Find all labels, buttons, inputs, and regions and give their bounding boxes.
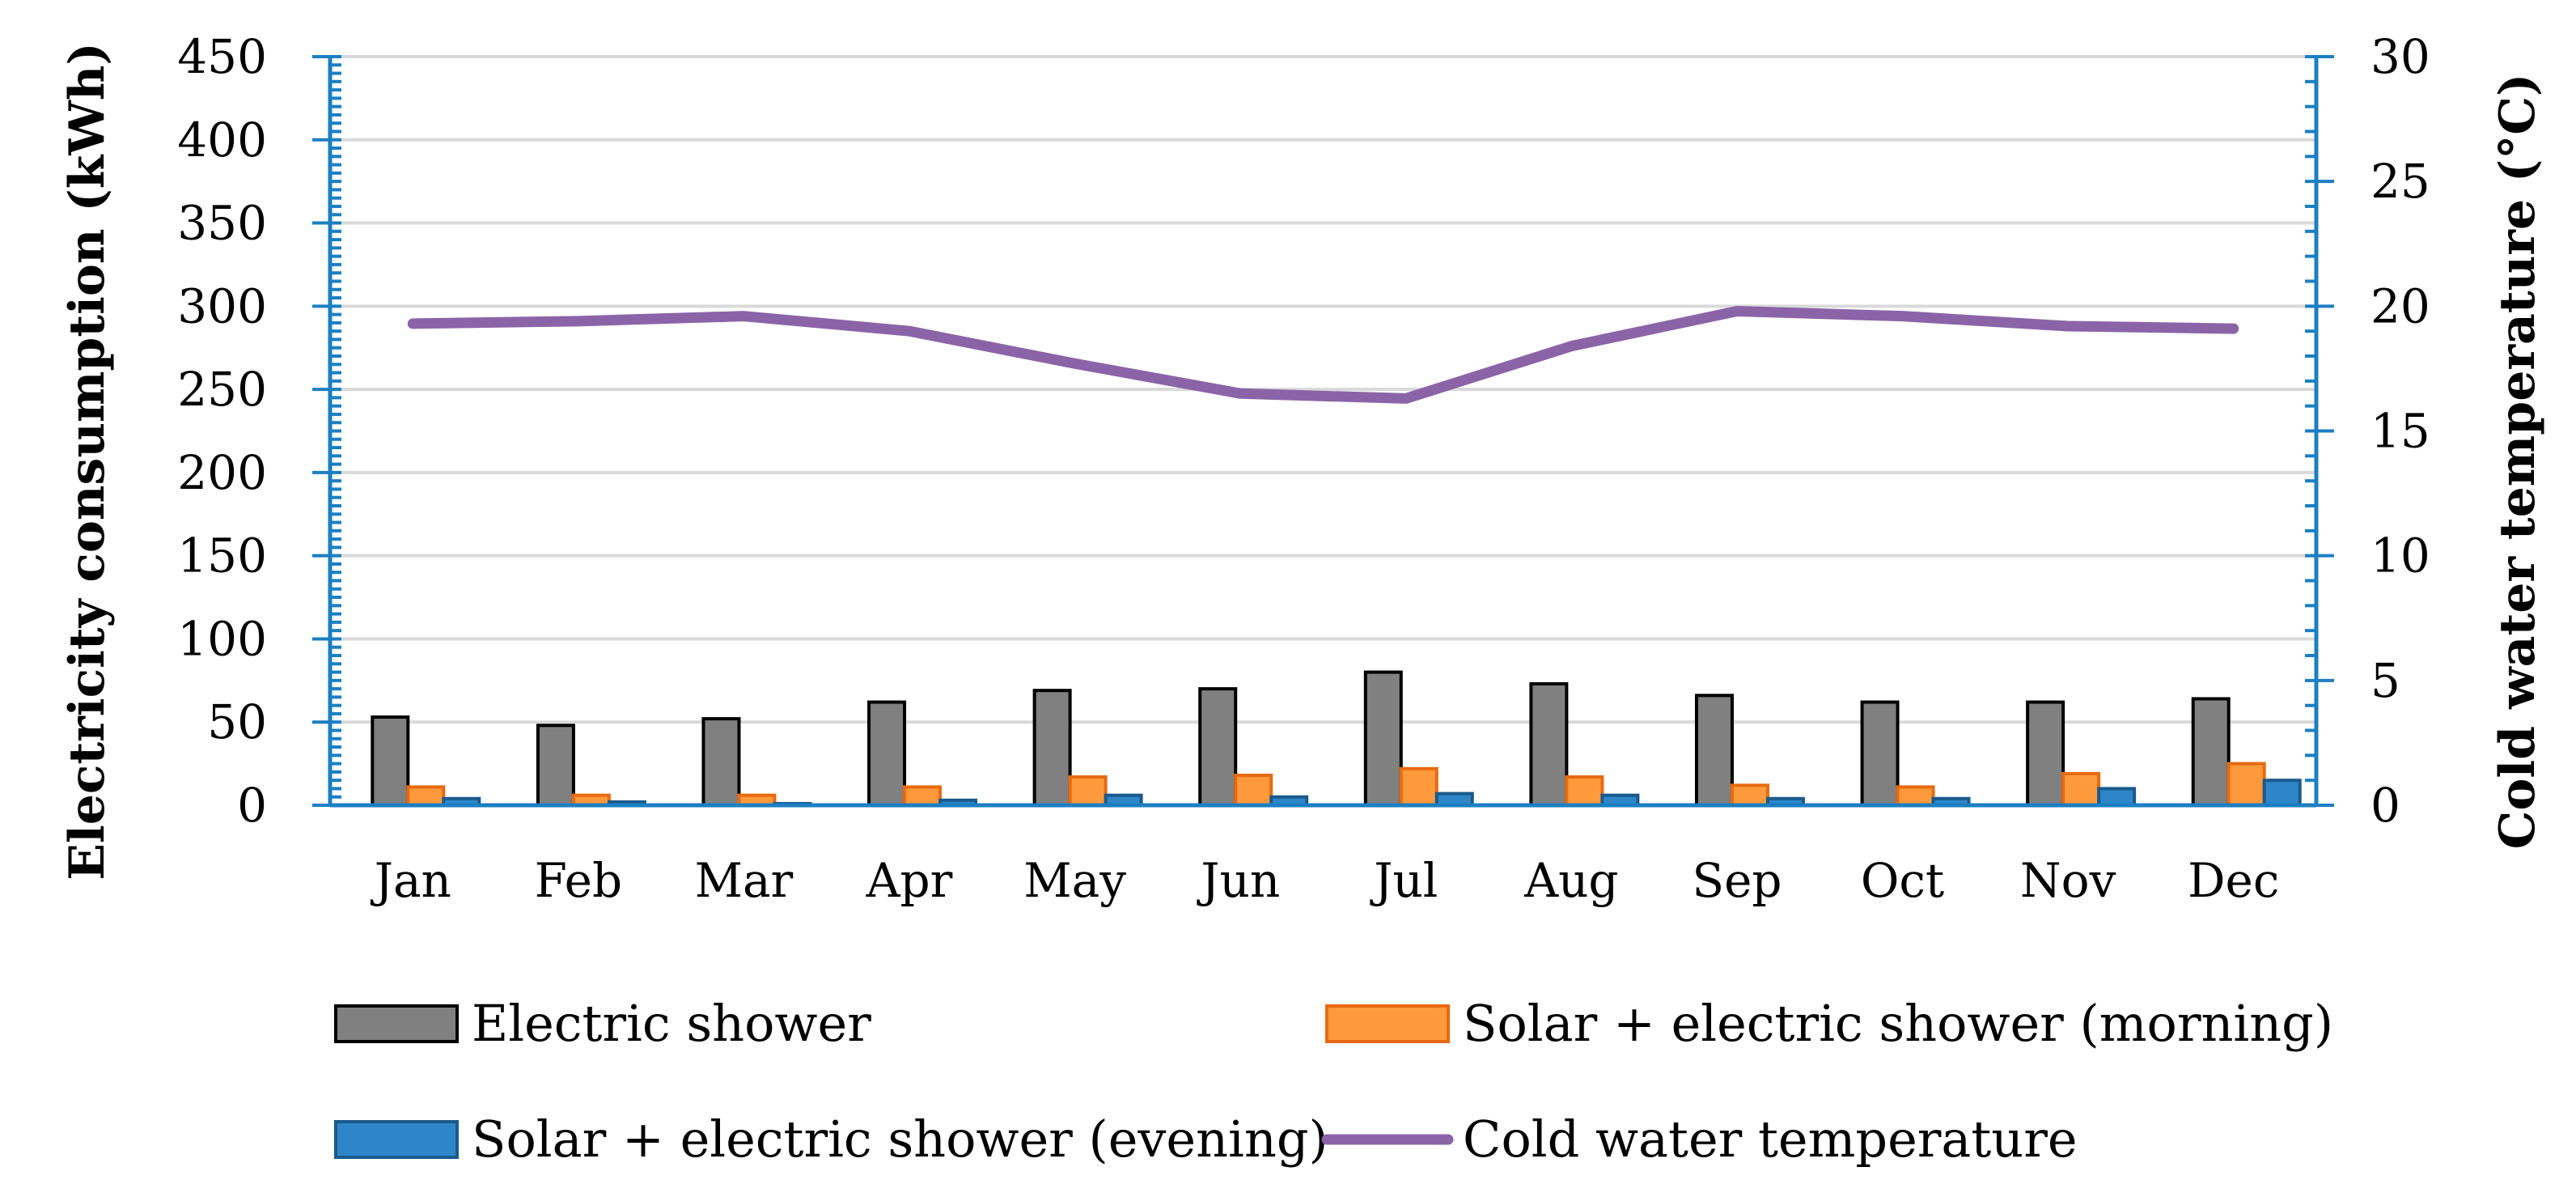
bar-electric-shower-dec xyxy=(2191,697,2231,808)
legend-label: Electric shower xyxy=(472,994,871,1053)
legend-label: Cold water temperature xyxy=(1463,1110,2078,1169)
x-tick-labels: Jan Feb Mar Apr May Jun Jul Aug Sep Oct Nov Dec xyxy=(371,853,2280,908)
bar-solar-electric-shower-morning-apr xyxy=(903,785,943,808)
bar-solar-electric-shower-morning-may xyxy=(1068,775,1108,807)
y2-axis-title: Cold water temperature (°C) xyxy=(2489,74,2546,850)
legend-swatch-1 xyxy=(1325,1004,1450,1043)
bar-solar-electric-shower-morning-dec xyxy=(2226,762,2266,807)
legend-swatch-2 xyxy=(334,1120,459,1159)
bar-electric-shower-nov xyxy=(2026,700,2065,807)
bar-electric-shower-jul xyxy=(1363,670,1403,807)
bars xyxy=(371,670,2302,808)
x-tick-label: Feb xyxy=(535,853,623,908)
x-tick-label: Sep xyxy=(1692,853,1782,908)
bar-electric-shower-aug xyxy=(1529,681,1569,808)
bar-solar-electric-shower-morning-nov xyxy=(2061,771,2101,808)
bar-solar-electric-shower-evening-dec xyxy=(2262,779,2302,808)
y-tick-label: 150 xyxy=(177,528,267,584)
y-tick-labels: 0 50 100 150 200 250 300 350 400 450 xyxy=(177,29,267,833)
y-tick-label: 100 xyxy=(177,611,267,666)
gridlines xyxy=(330,55,2316,724)
bar-electric-shower-jun xyxy=(1198,687,1238,807)
legend: Electric shower Solar + electric shower (… xyxy=(334,994,2333,1169)
y-tick-label: 50 xyxy=(207,694,267,749)
legend-label: Solar + electric shower (evening) xyxy=(472,1110,1328,1169)
y2-tick-label: 15 xyxy=(2371,404,2430,459)
y2-tick-label: 25 xyxy=(2371,154,2430,209)
bar-electric-shower-may xyxy=(1032,689,1072,808)
y-tick-label: 250 xyxy=(177,362,267,417)
x-tick-label: May xyxy=(1023,853,1126,908)
legend-swatch-0 xyxy=(334,1004,459,1043)
x-tick-label: Apr xyxy=(866,853,953,908)
x-tick-label: Dec xyxy=(2188,853,2279,908)
y-tick-label: 0 xyxy=(237,778,267,833)
y2-tick-label: 0 xyxy=(2371,778,2400,833)
y-tick-label: 200 xyxy=(177,445,267,500)
y2-tick-label: 10 xyxy=(2371,528,2430,584)
y-tick-label: 350 xyxy=(177,196,267,251)
bar-electric-shower-feb xyxy=(536,724,575,807)
bar-electric-shower-sep xyxy=(1694,694,1734,807)
bar-electric-shower-mar xyxy=(701,717,741,807)
x-tick-label: Oct xyxy=(1861,853,1944,908)
temperature-line-group xyxy=(407,306,2239,404)
y-tick-label: 400 xyxy=(177,112,267,168)
bar-solar-electric-shower-morning-aug xyxy=(1565,775,1604,807)
x-tick-label: Jan xyxy=(371,853,451,908)
bar-solar-electric-shower-morning-jul xyxy=(1399,766,1438,807)
x-tick-label: Jun xyxy=(1197,853,1280,908)
y2-tick-label: 20 xyxy=(2371,278,2430,333)
y2-tick-label: 30 xyxy=(2371,29,2430,84)
y2-tick-labels: 0 5 10 15 20 25 30 xyxy=(2371,29,2430,833)
x-tick-label: Jul xyxy=(1370,853,1438,908)
bar-electric-shower-apr xyxy=(867,700,907,807)
x-tick-label: Aug xyxy=(1523,853,1618,908)
x-tick-label: Mar xyxy=(695,853,794,908)
y-tick-label: 450 xyxy=(177,29,267,84)
bar-solar-electric-shower-evening-nov xyxy=(2097,787,2137,808)
bar-electric-shower-oct xyxy=(1860,700,1900,807)
bar-solar-electric-shower-morning-jan xyxy=(406,785,446,808)
bar-solar-electric-shower-morning-sep xyxy=(1730,783,1769,807)
y-tick-label: 300 xyxy=(177,278,267,333)
bar-solar-electric-shower-morning-oct xyxy=(1896,785,1935,808)
legend-label: Solar + electric shower (morning) xyxy=(1463,994,2333,1053)
temperature-line xyxy=(407,306,2239,404)
x-tick-label: Nov xyxy=(2020,853,2116,908)
bar-solar-electric-shower-morning-jun xyxy=(1234,774,1273,807)
y2-tick-label: 5 xyxy=(2371,653,2400,708)
axes xyxy=(312,55,2334,808)
y-axis-title: Electricity consumption (kWh) xyxy=(59,42,116,881)
bar-electric-shower-jan xyxy=(371,715,410,807)
